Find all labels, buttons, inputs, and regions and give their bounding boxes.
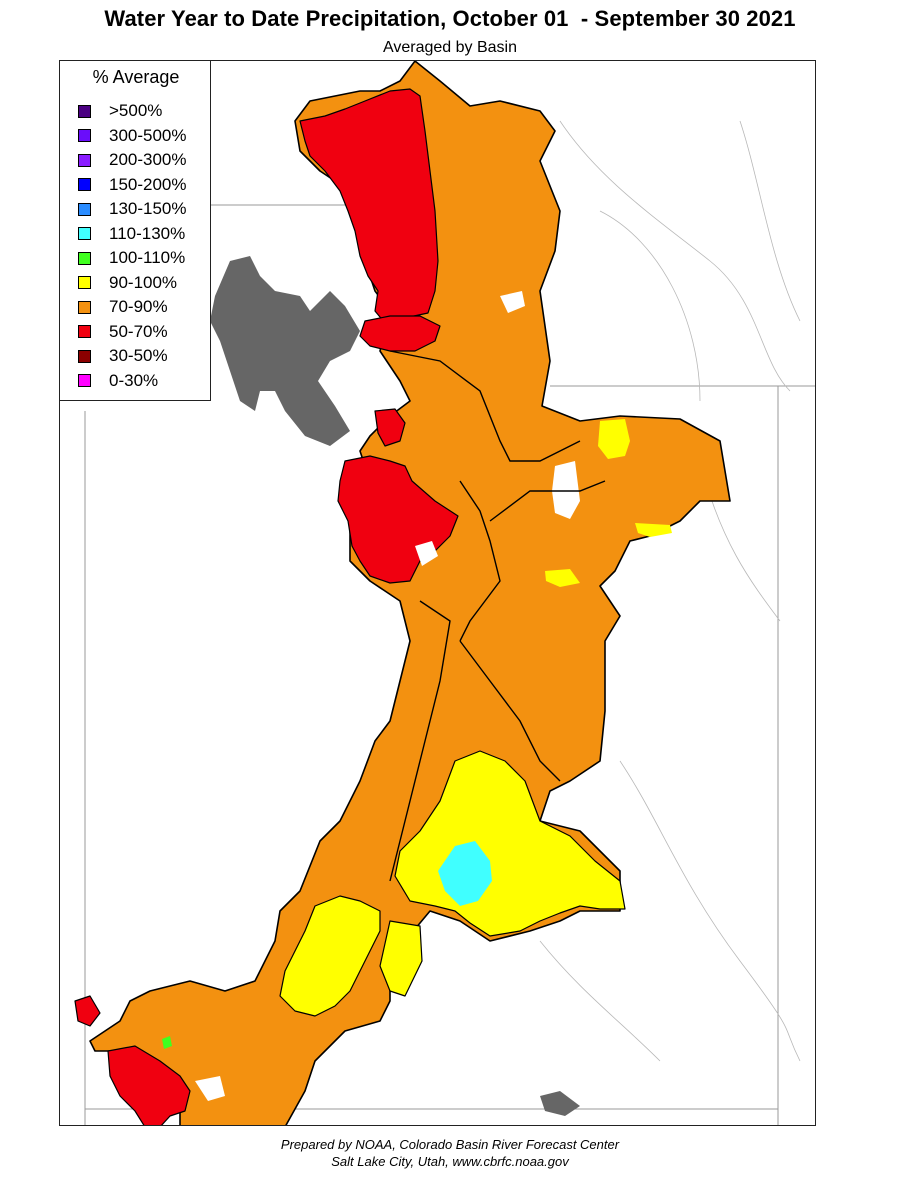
legend-label: 50-70% bbox=[109, 321, 168, 341]
legend-swatch bbox=[78, 129, 91, 143]
basins bbox=[74, 61, 731, 1125]
river-line bbox=[599, 210, 701, 402]
legend-label: >500% bbox=[109, 101, 163, 121]
no-data-area bbox=[500, 291, 525, 313]
map-subtitle: Averaged by Basin bbox=[382, 39, 517, 56]
legend-swatch bbox=[78, 251, 91, 265]
river-line bbox=[619, 760, 801, 1062]
legend-swatch bbox=[78, 178, 91, 192]
basin-dividers bbox=[389, 350, 606, 882]
basin-90-100-east2 bbox=[635, 523, 672, 537]
river-line bbox=[739, 120, 801, 322]
legend-item: 300-500% bbox=[78, 124, 187, 149]
great-salt-lake bbox=[210, 256, 360, 446]
legend-item: 30-50% bbox=[78, 344, 187, 369]
credit-line-2: Salt Lake City, Utah, www.cbrfc.noaa.gov bbox=[331, 1154, 569, 1169]
basin-50-70-sw bbox=[107, 1045, 191, 1125]
basin-50-70-north bbox=[299, 88, 439, 324]
legend-swatch bbox=[78, 202, 91, 216]
basin-divider bbox=[459, 640, 561, 782]
legend-swatch bbox=[78, 276, 91, 290]
basin-110-130 bbox=[438, 841, 492, 906]
basin-map bbox=[74, 61, 815, 1125]
legend-swatch bbox=[78, 153, 91, 167]
legend-item: 200-300% bbox=[78, 148, 187, 173]
legend-item: 130-150% bbox=[78, 197, 187, 222]
legend-swatch bbox=[78, 374, 91, 388]
legend-swatch bbox=[78, 349, 91, 363]
basin-divider bbox=[389, 600, 451, 882]
no-data-area bbox=[552, 461, 580, 519]
legend-label: 130-150% bbox=[109, 199, 187, 219]
legend-item: 100-110% bbox=[78, 246, 187, 271]
river-line bbox=[559, 120, 791, 392]
legend-label: 300-500% bbox=[109, 125, 187, 145]
legend-item: 110-130% bbox=[78, 222, 187, 247]
legend-title: % Average bbox=[92, 67, 180, 87]
basin-50-70-wasatch bbox=[359, 315, 441, 352]
basin-50-70-jordan bbox=[374, 408, 406, 447]
legend-label: 0-30% bbox=[109, 370, 159, 390]
legend-item: 70-90% bbox=[78, 295, 187, 320]
legend-item: 0-30% bbox=[78, 369, 187, 394]
legend-item: 50-70% bbox=[78, 320, 187, 345]
no-data-area bbox=[195, 1076, 225, 1101]
no-data-area bbox=[415, 541, 438, 566]
basin-100-110 bbox=[162, 1036, 172, 1049]
legend-swatch bbox=[78, 325, 91, 339]
credit-line-1: Prepared by NOAA, Colorado Basin River F… bbox=[280, 1137, 620, 1152]
map-title: Water Year to Date Precipitation, Octobe… bbox=[104, 6, 796, 31]
basin-90-100-east3 bbox=[545, 569, 580, 587]
legend-swatch bbox=[78, 227, 91, 241]
legend-label: 70-90% bbox=[109, 297, 168, 317]
legend-item: 150-200% bbox=[78, 173, 187, 198]
river-line bbox=[539, 940, 661, 1062]
legend-swatch bbox=[78, 300, 91, 314]
legend-label: 150-200% bbox=[109, 174, 187, 194]
basin-90-100-sw2 bbox=[379, 920, 423, 997]
basin-90-100-east bbox=[598, 419, 630, 459]
basin-divider bbox=[389, 350, 581, 462]
legend-label: 100-110% bbox=[109, 248, 186, 268]
legend-label: 110-130% bbox=[109, 223, 186, 243]
legend-label: 90-100% bbox=[109, 272, 178, 292]
credit-block: Prepared by NOAA, Colorado Basin River F… bbox=[0, 1136, 900, 1170]
legend-label: 200-300% bbox=[109, 150, 187, 170]
lake-powell bbox=[540, 1091, 580, 1116]
basin-divider bbox=[489, 480, 606, 522]
map-frame bbox=[59, 60, 816, 1126]
legend-label: 30-50% bbox=[109, 346, 168, 366]
legend-item: >500% bbox=[78, 99, 187, 124]
legend-item: 90-100% bbox=[78, 271, 187, 296]
legend-list: >500% 300-500% 200-300% 150-200% 130-150… bbox=[78, 99, 187, 393]
basin-90-100-sevier bbox=[279, 895, 381, 1017]
legend-swatch bbox=[78, 104, 91, 118]
basin-divider bbox=[459, 480, 501, 642]
legend: % Average >500% 300-500% 200-300% 150-20… bbox=[59, 60, 211, 401]
basin-50-70-sw2 bbox=[74, 995, 101, 1027]
